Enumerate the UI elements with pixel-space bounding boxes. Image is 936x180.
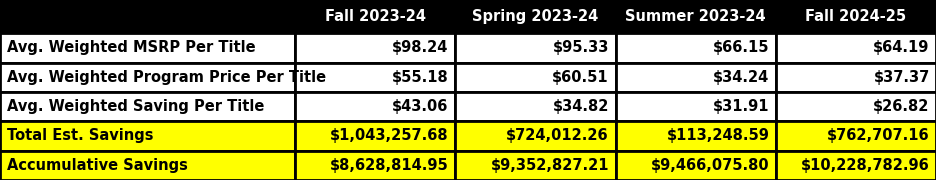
- Bar: [616, 92, 776, 121]
- Text: Spring 2023-24: Spring 2023-24: [473, 9, 598, 24]
- Bar: [776, 0, 936, 33]
- Text: Avg. Weighted Program Price Per Title: Avg. Weighted Program Price Per Title: [7, 70, 326, 85]
- Text: Avg. Weighted Saving Per Title: Avg. Weighted Saving Per Title: [7, 99, 264, 114]
- Bar: [776, 92, 936, 121]
- Text: $9,466,075.80: $9,466,075.80: [651, 158, 769, 173]
- Text: $8,628,814.95: $8,628,814.95: [329, 158, 448, 173]
- Bar: [295, 121, 455, 151]
- Bar: [776, 63, 936, 92]
- Text: $95.33: $95.33: [552, 40, 609, 55]
- Bar: [0, 63, 295, 92]
- Text: $34.82: $34.82: [552, 99, 609, 114]
- Bar: [776, 33, 936, 63]
- Text: $98.24: $98.24: [392, 40, 448, 55]
- Bar: [616, 0, 776, 33]
- Bar: [616, 33, 776, 63]
- Bar: [776, 151, 936, 180]
- Text: $66.15: $66.15: [713, 40, 769, 55]
- Bar: [455, 151, 616, 180]
- Text: $64.19: $64.19: [873, 40, 929, 55]
- Bar: [0, 121, 295, 151]
- Text: $26.82: $26.82: [873, 99, 929, 114]
- Bar: [776, 121, 936, 151]
- Text: $762,707.16: $762,707.16: [827, 129, 929, 143]
- Text: $31.91: $31.91: [713, 99, 769, 114]
- Text: $55.18: $55.18: [392, 70, 448, 85]
- Text: $60.51: $60.51: [552, 70, 609, 85]
- Bar: [455, 0, 616, 33]
- Bar: [0, 33, 295, 63]
- Text: $1,043,257.68: $1,043,257.68: [330, 129, 448, 143]
- Text: $10,228,782.96: $10,228,782.96: [801, 158, 929, 173]
- Bar: [295, 0, 455, 33]
- Bar: [295, 92, 455, 121]
- Bar: [455, 92, 616, 121]
- Text: Fall 2024-25: Fall 2024-25: [806, 9, 907, 24]
- Bar: [295, 63, 455, 92]
- Text: Avg. Weighted MSRP Per Title: Avg. Weighted MSRP Per Title: [7, 40, 256, 55]
- Bar: [0, 151, 295, 180]
- Bar: [295, 33, 455, 63]
- Bar: [0, 92, 295, 121]
- Bar: [455, 33, 616, 63]
- Bar: [455, 121, 616, 151]
- Text: Accumulative Savings: Accumulative Savings: [7, 158, 187, 173]
- Text: $113,248.59: $113,248.59: [666, 129, 769, 143]
- Bar: [616, 63, 776, 92]
- Bar: [0, 0, 295, 33]
- Text: $37.37: $37.37: [873, 70, 929, 85]
- Text: $34.24: $34.24: [713, 70, 769, 85]
- Text: $9,352,827.21: $9,352,827.21: [490, 158, 609, 173]
- Bar: [616, 121, 776, 151]
- Text: $724,012.26: $724,012.26: [506, 129, 609, 143]
- Text: Summer 2023-24: Summer 2023-24: [625, 9, 766, 24]
- Bar: [295, 151, 455, 180]
- Bar: [455, 63, 616, 92]
- Bar: [616, 151, 776, 180]
- Text: Fall 2023-24: Fall 2023-24: [325, 9, 426, 24]
- Text: $43.06: $43.06: [392, 99, 448, 114]
- Text: Total Est. Savings: Total Est. Savings: [7, 129, 154, 143]
